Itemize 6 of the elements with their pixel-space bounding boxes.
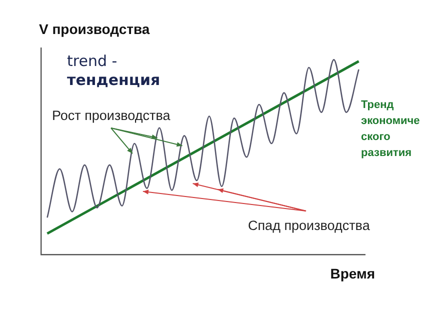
- x-axis-title: Время: [330, 266, 375, 282]
- text: Тренд экономического развития: [361, 99, 420, 159]
- y-axis-title: V производства: [39, 21, 150, 37]
- annotation: Рост производства: [52, 108, 171, 123]
- annotation: trend - тенденция: [67, 52, 160, 89]
- annotation: Спад производства: [248, 218, 370, 233]
